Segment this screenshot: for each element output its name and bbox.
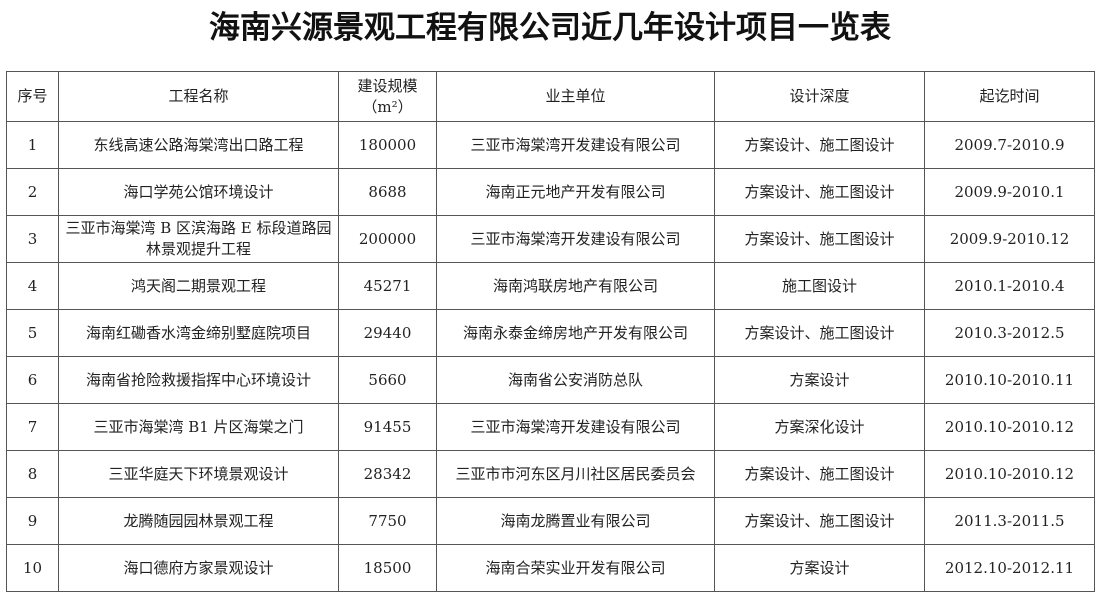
cell-depth: 方案设计、施工图设计 (714, 168, 925, 216)
cell-scale: 18500 (338, 544, 437, 592)
cell-owner: 海南龙腾置业有限公司 (436, 497, 715, 545)
table-row: 8 三亚华庭天下环境景观设计 28342 三亚市市河东区月川社区居民委员会 方案设计、施… (6, 450, 1095, 498)
table-row: 7 三亚市海棠湾 B1 片区海棠之门 91455 三亚市海棠湾开发建设有限公司 方案深化… (6, 403, 1095, 451)
cell-owner: 三亚市海棠湾开发建设有限公司 (436, 403, 715, 451)
cell-name: 三亚市海棠湾 B 区滨海路 E 标段道路园林景观提升工程 (58, 215, 339, 263)
cell-name: 三亚华庭天下环境景观设计 (58, 450, 339, 498)
cell-period: 2010.10-2010.12 (924, 403, 1095, 451)
cell-no: 5 (6, 309, 59, 357)
cell-period: 2009.7-2010.9 (924, 121, 1095, 169)
cell-name: 龙腾随园园林景观工程 (58, 497, 339, 545)
cell-period: 2010.1-2010.4 (924, 262, 1095, 310)
cell-depth: 方案深化设计 (714, 403, 925, 451)
header-period: 起讫时间 (924, 71, 1095, 122)
header-depth: 设计深度 (714, 71, 925, 122)
cell-period: 2009.9-2010.12 (924, 215, 1095, 263)
cell-name: 海口德府方家景观设计 (58, 544, 339, 592)
page-title: 海南兴源景观工程有限公司近几年设计项目一览表 (209, 10, 891, 46)
projects-table: 序号 工程名称 建设规模 （m²） 业主单位 设计深度 起讫时间 1 东线高速公路海… (6, 71, 1095, 592)
table-row: 5 海南红磡香水湾金缔别墅庭院项目 29440 海南永泰金缔房地产开发有限公司 方案设计… (6, 309, 1095, 357)
cell-depth: 方案设计 (714, 544, 925, 592)
cell-owner: 三亚市海棠湾开发建设有限公司 (436, 121, 715, 169)
cell-period: 2011.3-2011.5 (924, 497, 1095, 545)
cell-no: 8 (6, 450, 59, 498)
cell-owner: 海南正元地产开发有限公司 (436, 168, 715, 216)
cell-name: 海南省抢险救援指挥中心环境设计 (58, 356, 339, 404)
cell-no: 9 (6, 497, 59, 545)
cell-scale: 180000 (338, 121, 437, 169)
cell-name: 海口学苑公馆环境设计 (58, 168, 339, 216)
cell-scale: 45271 (338, 262, 437, 310)
cell-no: 1 (6, 121, 59, 169)
cell-depth: 方案设计、施工图设计 (714, 497, 925, 545)
table-row: 2 海口学苑公馆环境设计 8688 海南正元地产开发有限公司 方案设计、施工图设计 200… (6, 168, 1095, 216)
cell-period: 2010.3-2012.5 (924, 309, 1095, 357)
header-scale-line1: 建设规模 (357, 76, 418, 95)
cell-owner: 海南省公安消防总队 (436, 356, 715, 404)
cell-owner: 三亚市海棠湾开发建设有限公司 (436, 215, 715, 263)
cell-owner: 三亚市市河东区月川社区居民委员会 (436, 450, 715, 498)
header-no: 序号 (6, 71, 59, 122)
cell-depth: 方案设计、施工图设计 (714, 450, 925, 498)
cell-no: 2 (6, 168, 59, 216)
cell-period: 2009.9-2010.1 (924, 168, 1095, 216)
cell-scale: 28342 (338, 450, 437, 498)
cell-period: 2010.10-2010.12 (924, 450, 1095, 498)
cell-depth: 施工图设计 (714, 262, 925, 310)
cell-no: 4 (6, 262, 59, 310)
cell-depth: 方案设计 (714, 356, 925, 404)
header-name: 工程名称 (58, 71, 339, 122)
header-owner: 业主单位 (436, 71, 715, 122)
table-header-row: 序号 工程名称 建设规模 （m²） 业主单位 设计深度 起讫时间 (6, 71, 1095, 122)
header-scale-line2: （m²） (362, 97, 413, 116)
cell-depth: 方案设计、施工图设计 (714, 215, 925, 263)
cell-name: 鸿天阁二期景观工程 (58, 262, 339, 310)
cell-period: 2010.10-2010.11 (924, 356, 1095, 404)
cell-no: 10 (6, 544, 59, 592)
cell-depth: 方案设计、施工图设计 (714, 121, 925, 169)
table-row: 3 三亚市海棠湾 B 区滨海路 E 标段道路园林景观提升工程 200000 三亚市海棠… (6, 215, 1095, 263)
cell-scale: 8688 (338, 168, 437, 216)
cell-scale: 5660 (338, 356, 437, 404)
cell-scale: 29440 (338, 309, 437, 357)
header-scale: 建设规模 （m²） (338, 71, 437, 122)
table-row: 10 海口德府方家景观设计 18500 海南合荣实业开发有限公司 方案设计 2012.10… (6, 544, 1095, 592)
cell-name: 三亚市海棠湾 B1 片区海棠之门 (58, 403, 339, 451)
cell-owner: 海南永泰金缔房地产开发有限公司 (436, 309, 715, 357)
cell-owner: 海南合荣实业开发有限公司 (436, 544, 715, 592)
table-row: 9 龙腾随园园林景观工程 7750 海南龙腾置业有限公司 方案设计、施工图设计 2011.… (6, 497, 1095, 545)
cell-no: 3 (6, 215, 59, 263)
cell-owner: 海南鸿联房地产有限公司 (436, 262, 715, 310)
table-row: 1 东线高速公路海棠湾出口路工程 180000 三亚市海棠湾开发建设有限公司 方案设计、… (6, 121, 1095, 169)
cell-name: 东线高速公路海棠湾出口路工程 (58, 121, 339, 169)
cell-period: 2012.10-2012.11 (924, 544, 1095, 592)
cell-no: 7 (6, 403, 59, 451)
table-row: 4 鸿天阁二期景观工程 45271 海南鸿联房地产有限公司 施工图设计 2010.1-20… (6, 262, 1095, 310)
cell-scale: 7750 (338, 497, 437, 545)
cell-depth: 方案设计、施工图设计 (714, 309, 925, 357)
cell-name: 海南红磡香水湾金缔别墅庭院项目 (58, 309, 339, 357)
table-row: 6 海南省抢险救援指挥中心环境设计 5660 海南省公安消防总队 方案设计 2010.10… (6, 356, 1095, 404)
cell-no: 6 (6, 356, 59, 404)
cell-scale: 91455 (338, 403, 437, 451)
cell-scale: 200000 (338, 215, 437, 263)
